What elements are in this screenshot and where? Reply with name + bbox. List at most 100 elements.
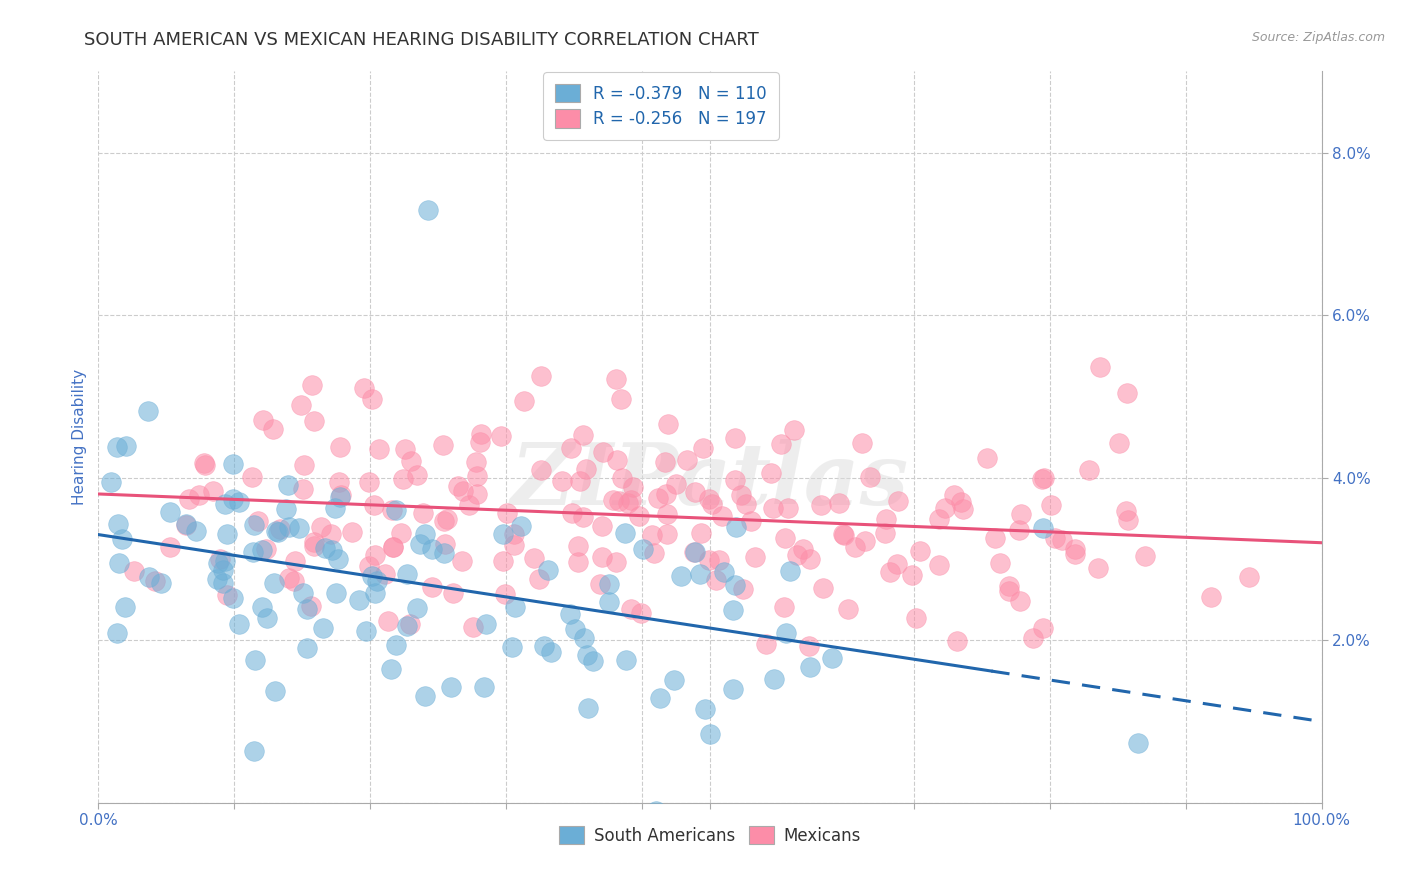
Point [946,634,969,648]
Point [149,576,172,591]
Point [263,684,285,698]
Point [1022,631,1045,645]
Point [654,455,676,469]
Point [934,500,956,515]
Point [606,452,628,467]
Point [844,540,866,554]
Point [773,600,796,615]
Point [314,541,336,555]
Point [735,497,758,511]
Point [222,591,245,605]
Point [433,546,456,560]
Point [1064,542,1087,557]
Point [592,445,614,459]
Point [851,435,873,450]
Point [645,804,668,818]
Point [700,497,723,511]
Point [328,552,350,566]
Point [1063,547,1085,561]
Point [176,517,198,532]
Point [1039,498,1062,512]
Point [491,527,513,541]
Text: Source: ZipAtlas.com: Source: ZipAtlas.com [1251,31,1385,45]
Point [560,507,582,521]
Point [254,541,277,556]
Point [205,572,228,586]
Point [217,588,239,602]
Point [628,509,651,524]
Point [179,492,201,507]
Point [1031,472,1053,486]
Point [496,506,519,520]
Point [1032,521,1054,535]
Point [262,422,284,436]
Point [492,554,515,568]
Point [321,526,343,541]
Point [1032,471,1054,485]
Point [711,509,734,524]
Point [243,653,266,667]
Point [250,543,273,558]
Point [368,442,391,456]
Point [283,574,305,588]
Point [228,617,250,632]
Point [1090,359,1112,374]
Point [598,595,620,609]
Point [292,586,315,600]
Point [301,378,323,392]
Point [647,491,669,506]
Point [832,527,855,541]
Point [905,611,928,625]
Point [551,474,574,488]
Point [214,497,236,511]
Point [607,493,630,508]
Point [295,602,318,616]
Point [725,520,748,534]
Point [432,438,454,452]
Point [420,580,443,594]
Point [810,498,832,512]
Point [1077,463,1099,477]
Point [323,500,346,515]
Point [998,579,1021,593]
Point [613,526,636,541]
Point [689,566,711,581]
Point [465,455,488,469]
Point [364,586,387,600]
Point [827,495,849,509]
Point [396,566,419,581]
Point [614,652,637,666]
Point [721,681,744,696]
Point [572,510,595,524]
Point [302,414,325,428]
Point [733,582,755,597]
Point [451,554,474,568]
Point [633,542,655,557]
Point [630,606,652,620]
Point [399,453,422,467]
Point [458,498,481,512]
Point [328,475,350,490]
Point [676,453,699,467]
Point [621,480,644,494]
Y-axis label: Hearing Disability: Hearing Disability [72,369,87,505]
Point [879,565,901,579]
Point [395,619,418,633]
Point [391,525,413,540]
Point [568,475,591,489]
Point [433,536,456,550]
Point [1237,569,1260,583]
Point [136,403,159,417]
Point [242,544,264,558]
Point [465,469,488,483]
Point [409,537,432,551]
Point [832,528,855,542]
Point [724,577,747,591]
Point [433,514,456,528]
Point [361,392,384,406]
Point [502,526,524,541]
Point [988,556,1011,570]
Point [657,417,679,432]
Point [325,586,347,600]
Point [107,517,129,532]
